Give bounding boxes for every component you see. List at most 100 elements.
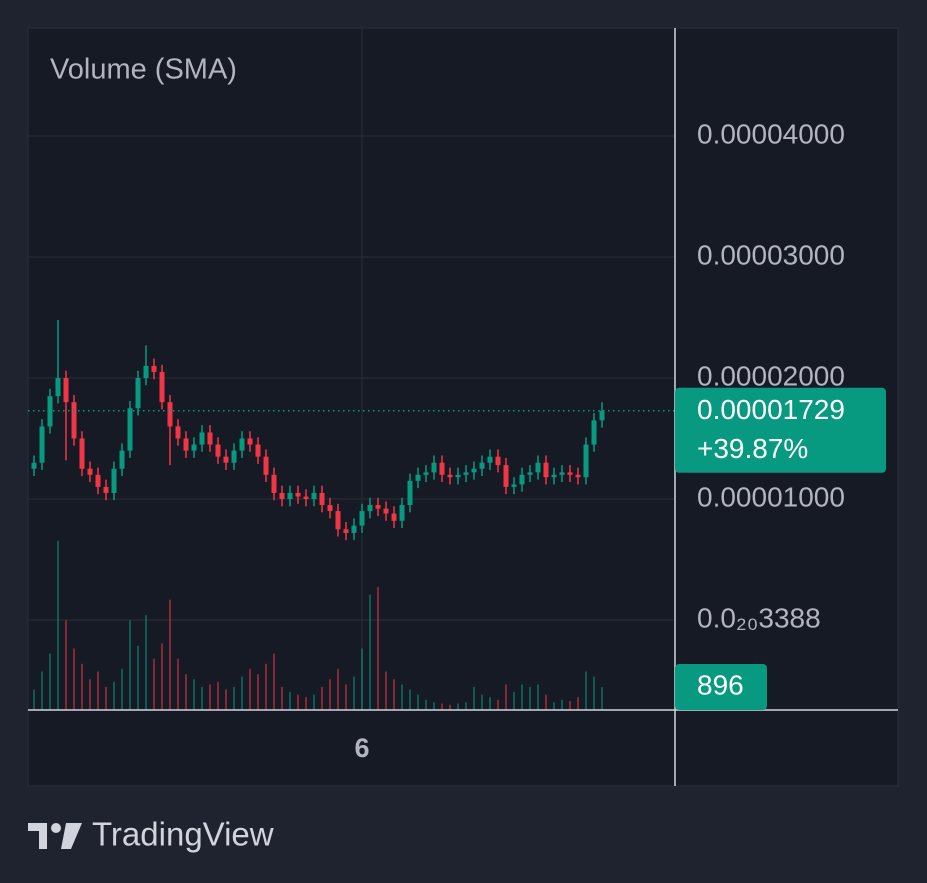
candle-body xyxy=(215,444,221,457)
candle-body xyxy=(103,486,109,493)
candle-body xyxy=(519,474,525,485)
candle-body xyxy=(599,410,605,421)
volume-bar xyxy=(481,694,483,710)
candle-body xyxy=(191,444,197,451)
candle-body xyxy=(263,456,269,475)
candle-body xyxy=(359,511,365,526)
volume-bar xyxy=(465,702,467,710)
candle-body xyxy=(319,492,325,506)
volume-bar xyxy=(409,689,411,710)
last-change-label: +39.87% xyxy=(697,433,808,464)
volume-bar xyxy=(401,684,403,710)
candle-body xyxy=(447,474,453,478)
volume-bar xyxy=(489,697,491,710)
volume-bar xyxy=(377,586,379,710)
candle-body xyxy=(135,378,141,409)
candle-body xyxy=(535,462,541,473)
candle-body xyxy=(407,480,413,506)
volume-bar xyxy=(289,692,291,710)
candle-body xyxy=(223,456,229,463)
volume-bar xyxy=(97,671,99,710)
volume-bar xyxy=(193,679,195,710)
volume-bar xyxy=(33,689,35,710)
volume-bar xyxy=(57,540,59,710)
candle-body xyxy=(71,402,77,439)
candle-body xyxy=(183,438,189,451)
volume-bar xyxy=(201,686,203,710)
volume-bar xyxy=(577,697,579,710)
volume-bar xyxy=(73,648,75,710)
candle-body xyxy=(303,496,309,500)
logo xyxy=(28,823,82,849)
volume-bar xyxy=(185,674,187,710)
volume-bar xyxy=(209,684,211,710)
candle-body xyxy=(159,371,165,403)
last-volume-label: 896 xyxy=(697,669,744,700)
candle-body xyxy=(487,456,493,463)
volume-bar xyxy=(369,594,371,710)
volume-bar xyxy=(273,653,275,710)
volume-bar xyxy=(505,684,507,710)
volume-bar xyxy=(569,701,571,710)
volume-bar xyxy=(153,658,155,710)
y-tick-label: 0.00002000 xyxy=(697,360,845,391)
candle-body xyxy=(471,468,477,473)
volume-bar xyxy=(417,694,419,710)
volume-bar xyxy=(41,671,43,710)
candle-body xyxy=(335,511,341,530)
candle-body xyxy=(495,456,501,466)
volume-bar xyxy=(545,694,547,710)
candle-body xyxy=(151,365,157,372)
candle-body xyxy=(239,438,245,451)
candle-body xyxy=(583,444,589,478)
volume-bar xyxy=(513,692,515,710)
y-tick-label: 0.0₂₀3388 xyxy=(697,602,821,633)
candle-body xyxy=(391,513,397,521)
volume-bar xyxy=(537,684,539,710)
volume-bar xyxy=(457,703,459,710)
candle-body xyxy=(231,450,237,463)
volume-bar xyxy=(161,643,163,710)
volume-bar xyxy=(449,704,451,710)
volume-bar xyxy=(329,679,331,710)
volume-bar xyxy=(89,679,91,710)
candle-body xyxy=(551,474,557,478)
candle-body xyxy=(279,492,285,500)
candle-body xyxy=(423,472,429,475)
candle-body xyxy=(479,462,485,469)
y-tick-label: 0.00001000 xyxy=(697,481,845,512)
last-price-badge xyxy=(675,387,886,473)
candle-body xyxy=(431,462,437,473)
candle-body xyxy=(343,529,349,533)
candle-body xyxy=(207,432,213,445)
candle-body xyxy=(527,472,533,475)
volume-bar xyxy=(305,697,307,710)
candle-body xyxy=(63,378,69,403)
x-tick-label: 6 xyxy=(354,733,369,763)
volume-bar xyxy=(313,694,315,710)
volume-bar xyxy=(337,668,339,710)
volume-bar xyxy=(105,686,107,710)
candle-body xyxy=(39,426,45,463)
candle-body xyxy=(543,462,549,478)
candle-body xyxy=(255,444,261,457)
volume-bar xyxy=(113,681,115,710)
y-tick-label: 0.00004000 xyxy=(697,118,845,149)
volume-bar xyxy=(257,674,259,710)
candle-body xyxy=(511,484,517,487)
candle-body xyxy=(95,474,101,487)
volume-bar xyxy=(137,645,139,710)
volume-bar xyxy=(297,694,299,710)
candle-body xyxy=(79,438,85,469)
volume-bar xyxy=(385,671,387,710)
volume-bar xyxy=(393,679,395,710)
candle-body xyxy=(143,365,149,379)
volume-bar xyxy=(265,663,267,710)
candle-body xyxy=(175,426,181,439)
volume-bar xyxy=(521,684,523,710)
volume-bar xyxy=(249,668,251,710)
candle-body xyxy=(559,472,565,475)
candle-body xyxy=(399,505,405,521)
volume-bar xyxy=(441,703,443,710)
